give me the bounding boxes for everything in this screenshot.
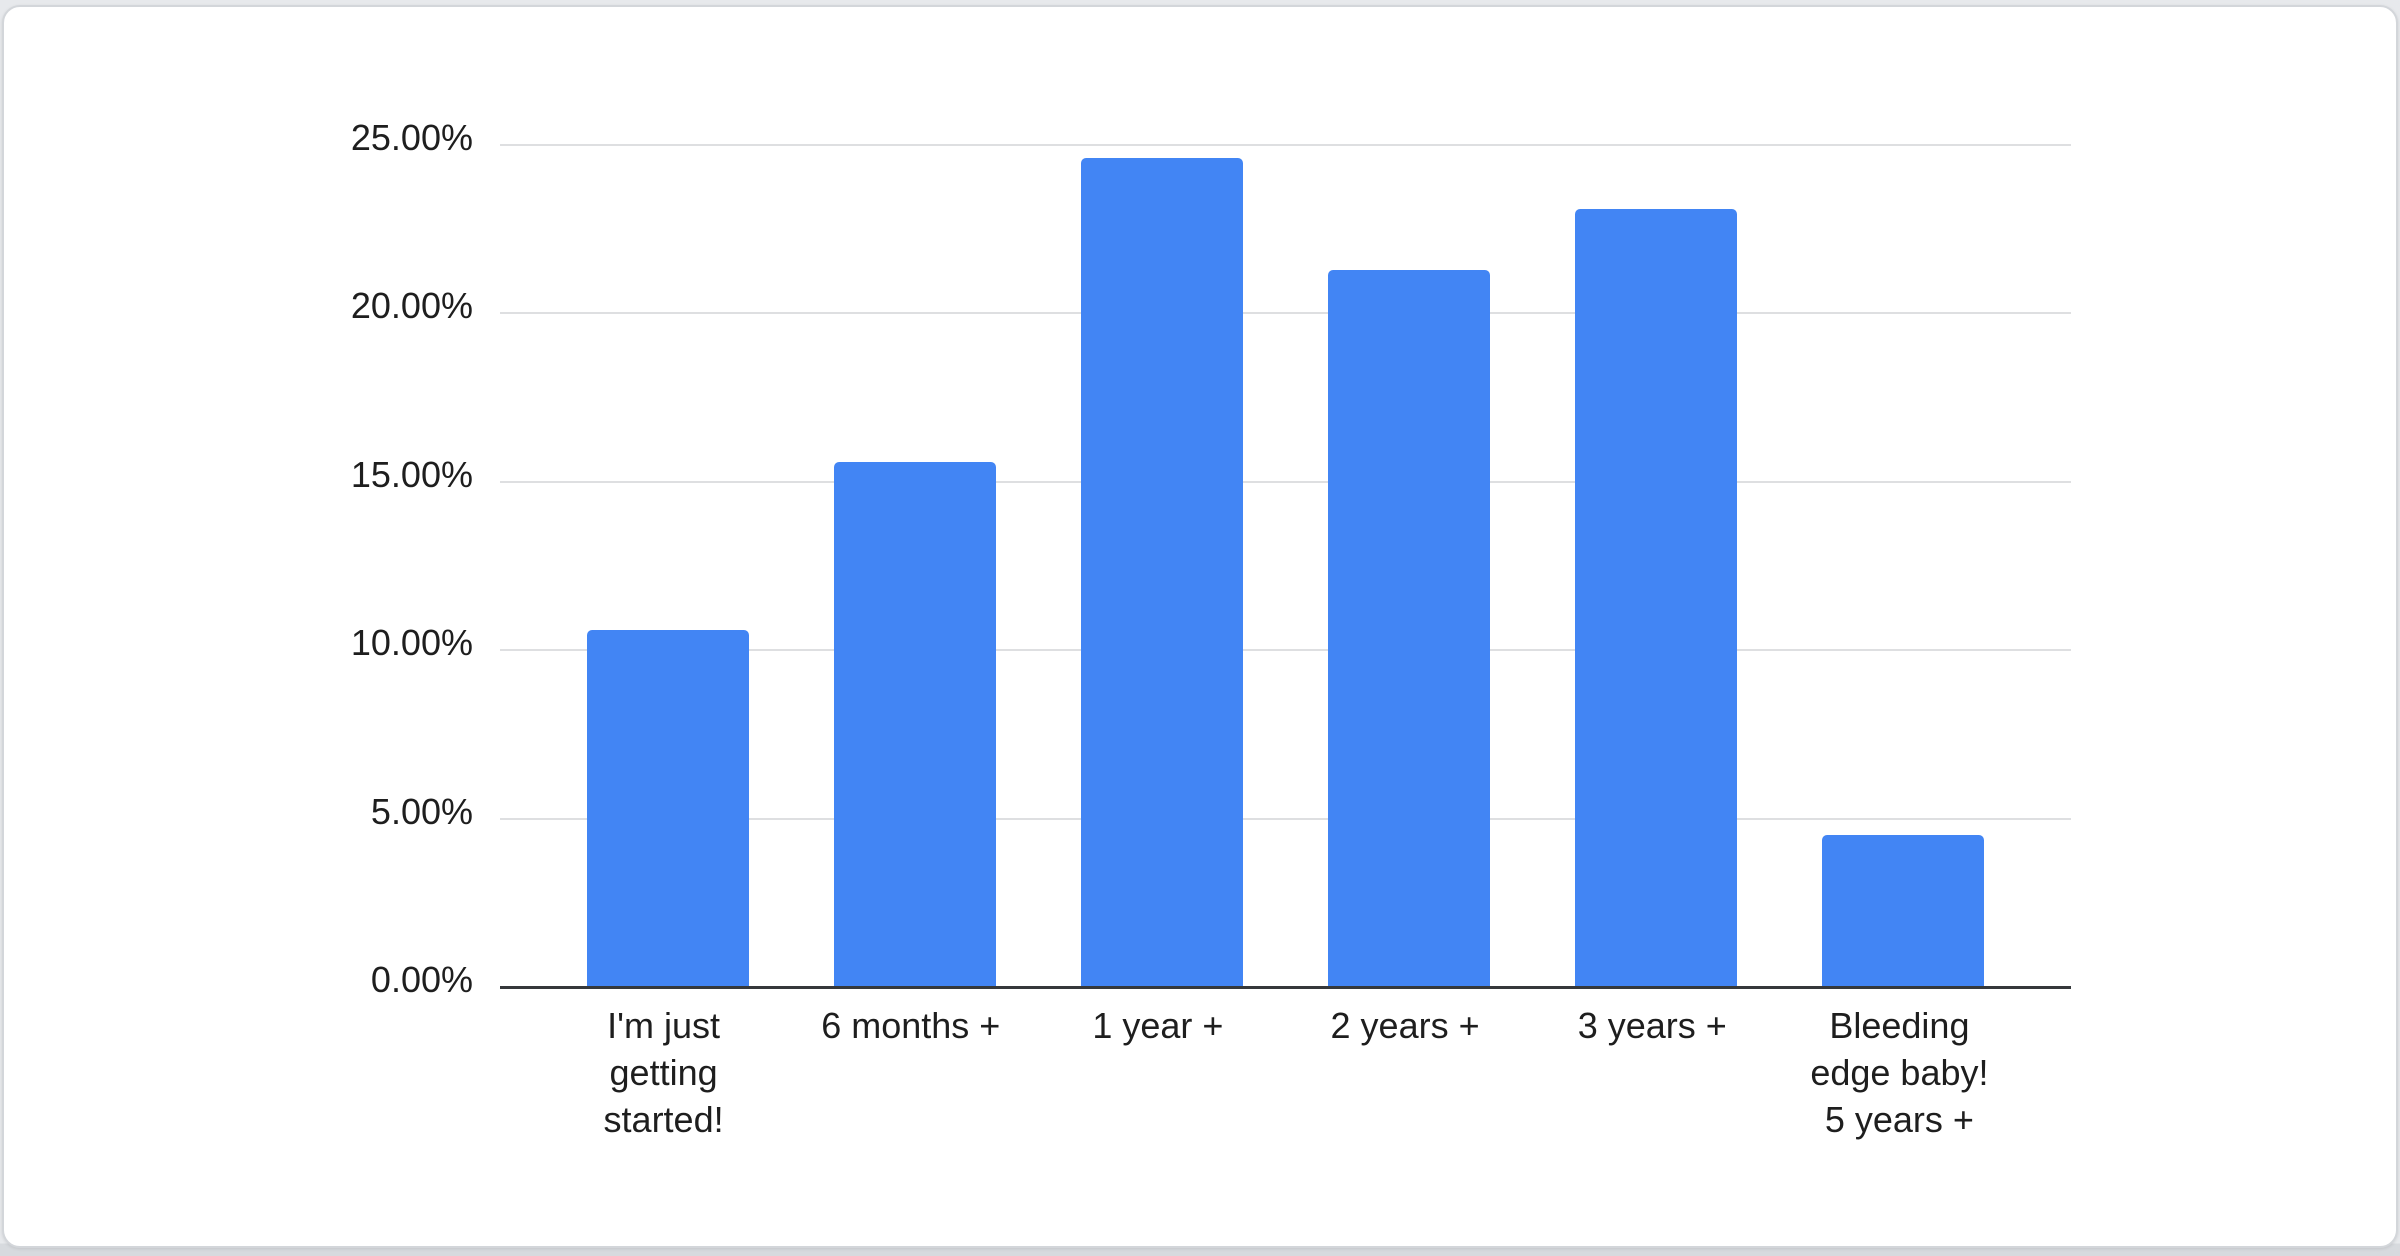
- gridline: [500, 649, 2071, 652]
- gridline: [500, 817, 2071, 820]
- y-axis-tick-label: 10.00%: [350, 622, 473, 664]
- bar-category-5[interactable]: [1822, 835, 1985, 987]
- bar-category-1[interactable]: [833, 461, 996, 987]
- bar-category-0[interactable]: [586, 630, 749, 987]
- bar-category-3[interactable]: [1328, 269, 1491, 987]
- y-axis-tick-label: 15.00%: [350, 453, 473, 495]
- gridline: [500, 144, 2071, 146]
- bar-category-4[interactable]: [1575, 209, 1738, 987]
- x-axis-category-label: I'm just getting started!: [603, 1005, 724, 1140]
- y-axis-tick-label: 5.00%: [370, 790, 473, 832]
- bar-category-2[interactable]: [1080, 158, 1243, 987]
- bar-chart-plot-area: [500, 144, 2071, 989]
- x-axis-category-label: Bleeding edge baby! 5 years +: [1810, 1005, 1989, 1140]
- x-axis-category-label: 1 year +: [1092, 1005, 1224, 1046]
- x-axis-category-label: 2 years +: [1330, 1005, 1480, 1046]
- x-axis-category-label: 3 years +: [1577, 1005, 1727, 1046]
- y-axis-tick-label: 25.00%: [350, 117, 473, 158]
- gridline: [500, 312, 2071, 315]
- x-axis-category-label: 6 months +: [821, 1005, 1001, 1046]
- y-axis-tick-label: 20.00%: [350, 285, 473, 327]
- chart-card: [2, 5, 2398, 1248]
- y-axis-tick-label: 0.00%: [370, 959, 473, 1000]
- gridline: [500, 480, 2071, 483]
- x-axis-baseline: [500, 985, 2071, 989]
